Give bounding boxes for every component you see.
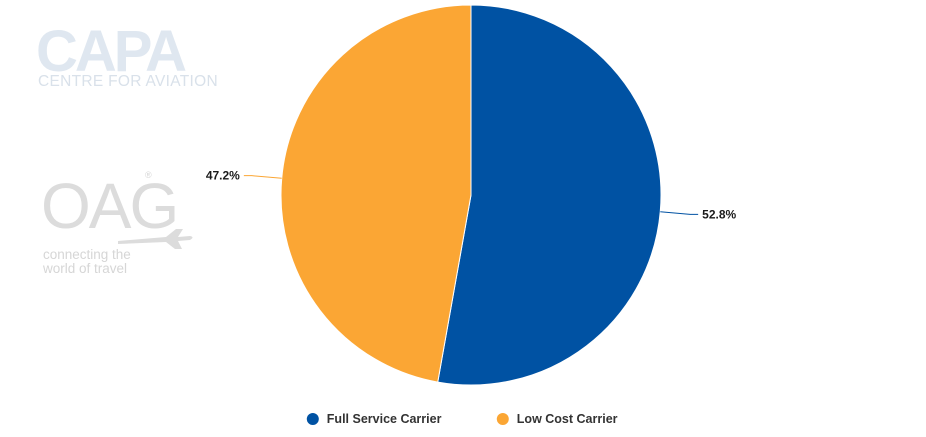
pie-slice-low-cost-carrier[interactable] (280, 4, 472, 383)
legend-marker-full-service-carrier[interactable] (306, 413, 319, 425)
data-label-full-service-carrier: 52.8% (702, 207, 736, 221)
capa-logo-wordmark: CAPA (36, 19, 186, 84)
capa-logo-tagline: CENTRE FOR AVIATION (38, 73, 218, 90)
oag-logo-tagline-line1: connecting the (43, 247, 131, 262)
data-label-low-cost-carrier: 47.2% (206, 169, 240, 183)
legend-marker-low-cost-carrier[interactable] (496, 413, 509, 425)
oag-logo: OAG ® connecting the world of travel (41, 170, 193, 276)
capa-logo: CAPA CENTRE FOR AVIATION (36, 19, 218, 90)
pie-leader-lines (243, 175, 699, 215)
legend-label-low-cost-carrier[interactable]: Low Cost Carrier (517, 412, 618, 426)
oag-logo-wordmark: OAG (41, 170, 177, 242)
pie-slices (280, 4, 662, 386)
leader-line-full-service-carrier (660, 211, 699, 215)
pie-data-labels: 52.8% 47.2% (206, 169, 737, 222)
legend-label-full-service-carrier[interactable]: Full Service Carrier (327, 412, 442, 426)
oag-logo-tagline-line2: world of travel (42, 261, 127, 276)
pie-slice-full-service-carrier[interactable] (437, 4, 662, 386)
airplane-icon (118, 229, 193, 249)
leader-line-low-cost-carrier (243, 175, 282, 179)
oag-registered-mark: ® (145, 170, 152, 180)
chart-legend: Full Service Carrier Low Cost Carrier (306, 412, 618, 426)
